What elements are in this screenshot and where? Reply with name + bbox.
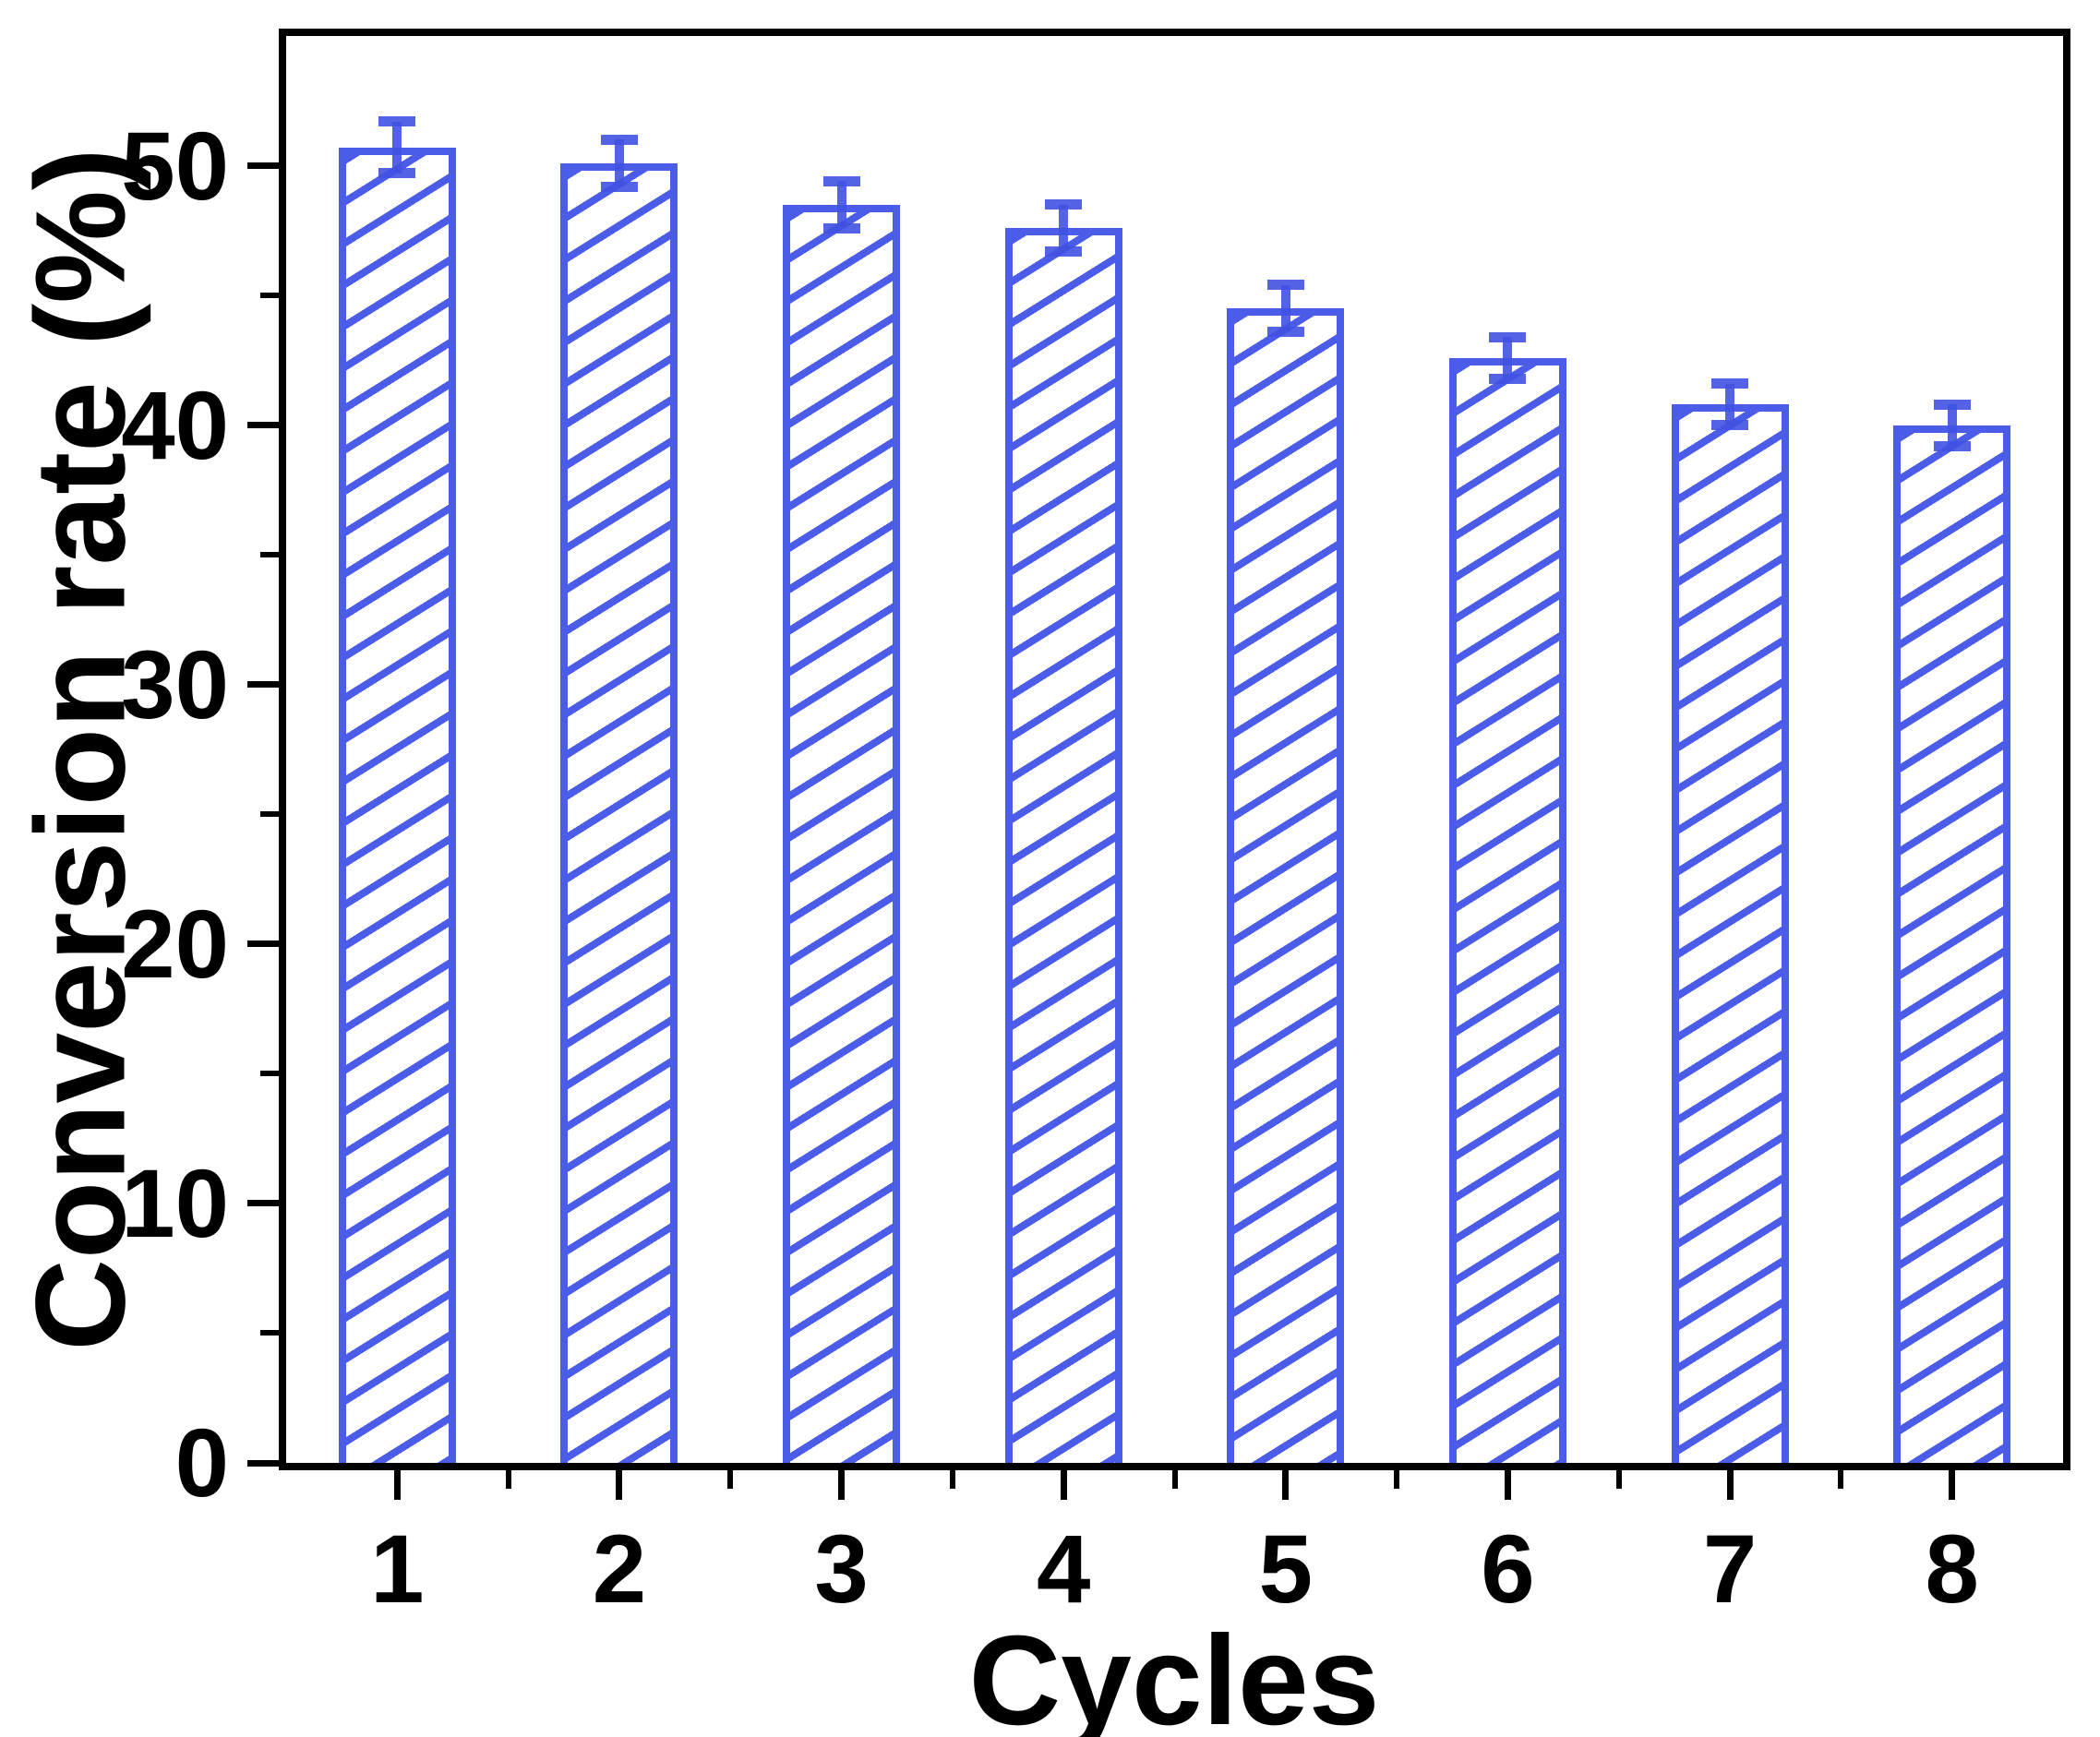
y-axis-tick-label: 0 — [174, 1409, 229, 1517]
bar-cycle-2 — [560, 162, 678, 1463]
x-axis-tick-label: 7 — [1702, 1515, 1758, 1623]
x-axis-major-tick — [838, 1470, 846, 1500]
error-bar-cap-top — [1045, 199, 1083, 210]
error-bar — [1280, 284, 1290, 332]
error-bar-cap-bottom — [600, 181, 638, 192]
error-bar-cap-top — [1933, 399, 1971, 410]
y-axis-minor-tick — [260, 552, 279, 558]
x-axis-major-tick — [1504, 1470, 1511, 1500]
error-bar — [836, 181, 846, 228]
error-bar — [1503, 337, 1513, 379]
error-bar — [1059, 204, 1069, 252]
error-bar-cap-top — [822, 175, 860, 186]
y-axis-major-tick — [247, 162, 279, 170]
x-axis-minor-tick — [949, 1470, 955, 1489]
error-bar-cap-bottom — [1711, 420, 1749, 431]
y-axis-tick-label: 30 — [121, 630, 229, 739]
error-bar-cap-top — [1266, 280, 1304, 291]
x-axis-tick-label: 1 — [370, 1515, 425, 1623]
error-bar — [1725, 383, 1735, 425]
x-axis-tick-label: 4 — [1036, 1515, 1091, 1623]
error-bar-cap-bottom — [1489, 373, 1527, 384]
error-bar — [1947, 404, 1957, 447]
bar-cycle-6 — [1448, 357, 1566, 1463]
x-axis-tick-label: 3 — [814, 1515, 869, 1623]
x-axis-tick-label: 6 — [1481, 1515, 1535, 1623]
x-axis-major-tick — [1282, 1470, 1290, 1500]
error-bar — [392, 121, 402, 174]
error-bar-cap-top — [1711, 378, 1749, 389]
bar-cycle-3 — [783, 204, 901, 1463]
x-axis-minor-tick — [1615, 1470, 1622, 1489]
error-bar-cap-bottom — [378, 168, 416, 179]
y-axis-major-tick — [247, 940, 279, 948]
x-axis-major-tick — [1949, 1470, 1956, 1500]
x-axis-minor-tick — [1838, 1470, 1844, 1489]
y-axis-minor-tick — [260, 293, 279, 299]
error-bar — [614, 139, 624, 187]
y-axis-tick-label: 50 — [121, 112, 229, 221]
error-bar-cap-bottom — [1266, 326, 1304, 337]
bar-cycle-5 — [1227, 308, 1345, 1463]
y-axis-tick-label: 20 — [121, 890, 229, 999]
plot-area — [286, 36, 2063, 1463]
x-axis-minor-tick — [727, 1470, 734, 1489]
bar-cycle-4 — [1004, 228, 1122, 1463]
x-axis-tick-label: 5 — [1258, 1515, 1314, 1623]
y-axis-tick-label: 40 — [121, 371, 229, 480]
error-bar-cap-top — [1489, 331, 1527, 342]
x-axis-major-tick — [393, 1470, 401, 1500]
x-axis-major-tick — [1726, 1470, 1734, 1500]
x-axis-major-tick — [616, 1470, 623, 1500]
y-axis-major-tick — [247, 1459, 279, 1467]
bar-cycle-1 — [338, 147, 456, 1463]
x-axis-tick-label: 2 — [592, 1515, 647, 1623]
y-axis-minor-tick — [260, 1071, 279, 1077]
error-bar-cap-bottom — [822, 222, 860, 234]
error-bar-cap-bottom — [1933, 440, 1971, 451]
y-axis-tick-label: 10 — [121, 1149, 229, 1258]
y-axis-minor-tick — [260, 811, 279, 818]
y-axis-minor-tick — [260, 1330, 279, 1336]
error-bar-cap-top — [600, 134, 638, 145]
y-axis-major-tick — [247, 422, 279, 429]
x-axis-tick-label: 8 — [1925, 1515, 1979, 1623]
y-axis-major-tick — [247, 681, 279, 689]
error-bar-cap-top — [378, 116, 416, 127]
y-axis-major-tick — [247, 1200, 279, 1207]
x-axis-minor-tick — [1171, 1470, 1178, 1489]
x-axis-minor-tick — [1394, 1470, 1400, 1489]
x-axis-major-tick — [1060, 1470, 1067, 1500]
bar-cycle-7 — [1671, 404, 1789, 1463]
error-bar-cap-bottom — [1045, 246, 1083, 257]
x-axis-minor-tick — [505, 1470, 511, 1489]
x-axis-title: Cycles — [968, 1610, 1380, 1737]
bar-cycle-8 — [1893, 425, 2011, 1463]
